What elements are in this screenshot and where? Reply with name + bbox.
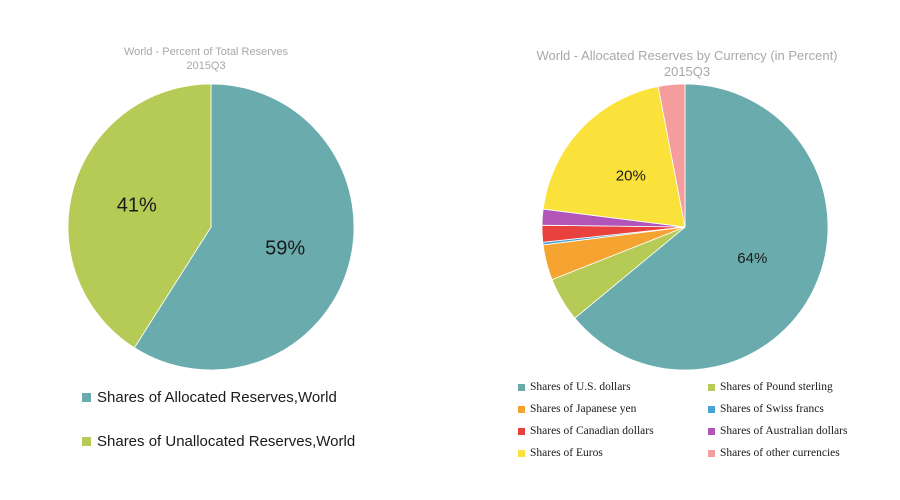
right-chart-title-block: World - Allocated Reserves by Currency (…	[462, 48, 900, 81]
right-legend-item: Shares of Australian dollars	[708, 420, 898, 442]
left-legend-item: Shares of Unallocated Reserves,World	[82, 430, 355, 452]
right-legend-item: Shares of Euros	[518, 442, 708, 464]
right-pie-chart: 64% 20%	[541, 83, 829, 371]
left-chart-title: World - Percent of Total Reserves	[123, 46, 289, 58]
right-legend-item: Shares of Swiss francs	[708, 398, 898, 420]
right-legend-swatch	[708, 383, 715, 391]
right-slice-shares-of-u-s-dollars	[574, 83, 829, 371]
right-legend-label: Shares of Swiss francs	[720, 403, 824, 415]
right-legend-item: Shares of Canadian dollars	[518, 420, 708, 442]
left-chart-panel: World - Percent of Total Reserves 2015Q3…	[0, 0, 440, 500]
right-legend-swatch	[708, 405, 715, 413]
right-legend-swatch	[518, 427, 525, 435]
right-legend-item: Shares of Japanese yen	[518, 398, 708, 420]
right-legend-swatch	[518, 383, 525, 391]
right-legend-label: Shares of other currencies	[720, 447, 840, 459]
right-chart-title: World - Allocated Reserves by Currency (…	[536, 48, 838, 63]
right-legend-swatch	[518, 449, 525, 457]
left-data-label-0: 59%	[265, 238, 305, 260]
right-data-label-6: 20%	[616, 168, 646, 185]
left-legend-swatch	[82, 436, 91, 446]
right-legend-label: Shares of Canadian dollars	[530, 425, 654, 437]
right-legend: Shares of U.S. dollars Shares of Pound st…	[518, 376, 898, 464]
left-pie-chart: 59% 41%	[67, 83, 355, 371]
left-legend: Shares of Allocated Reserves,World Shares…	[82, 386, 355, 474]
left-slice-shares-of-unallocated-reserves-world	[67, 83, 212, 349]
right-chart-panel: World - Allocated Reserves by Currency (…	[450, 0, 900, 500]
right-legend-item: Shares of U.S. dollars	[518, 376, 708, 398]
right-data-label-0: 64%	[737, 250, 767, 267]
right-legend-label: Shares of Australian dollars	[720, 425, 848, 437]
right-slice-shares-of-euros	[542, 86, 686, 228]
right-legend-item: Shares of other currencies	[708, 442, 898, 464]
right-legend-swatch	[708, 427, 715, 435]
right-slice-shares-of-other-currencies	[657, 83, 686, 228]
right-legend-label: Shares of U.S. dollars	[530, 381, 631, 393]
right-legend-item: Shares of Pound sterling	[708, 376, 898, 398]
left-chart-subtitle: 2015Q3	[186, 59, 226, 72]
left-legend-label: Shares of Allocated Reserves,World	[97, 388, 337, 406]
left-legend-label: Shares of Unallocated Reserves,World	[97, 432, 356, 450]
right-legend-swatch	[708, 449, 715, 457]
left-legend-swatch	[82, 392, 91, 402]
left-data-label-1: 41%	[117, 195, 157, 217]
right-legend-swatch	[518, 405, 525, 413]
left-chart-title-block: World - Percent of Total Reserves 2015Q3	[0, 46, 426, 74]
right-legend-label: Shares of Japanese yen	[530, 403, 637, 415]
right-legend-label: Shares of Euros	[530, 447, 603, 459]
left-slice-shares-of-allocated-reserves-world	[133, 83, 355, 371]
left-legend-item: Shares of Allocated Reserves,World	[82, 386, 355, 408]
right-chart-subtitle: 2015Q3	[663, 64, 711, 80]
right-legend-label: Shares of Pound sterling	[720, 381, 833, 393]
